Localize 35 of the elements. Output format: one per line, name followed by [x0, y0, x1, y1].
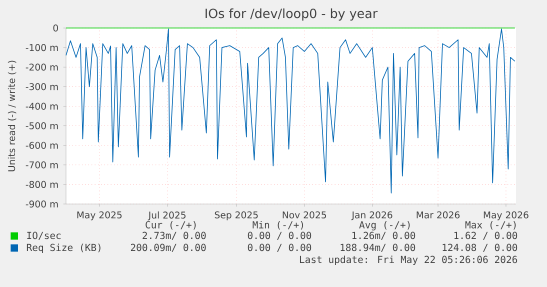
- text: 1.62 / 0.00: [454, 232, 518, 240]
- text: Max (-/+): [465, 220, 516, 230]
- y-tick-label: -700 m: [26, 161, 58, 168]
- text: 188.94m/ 0.00: [340, 244, 416, 252]
- text: Avg (-/+): [359, 220, 410, 230]
- line-series: [66, 28, 516, 194]
- chart-title: IOs for /dev/loop0 - by year: [206, 8, 378, 21]
- x-tick-label: Jul 2025: [148, 211, 186, 220]
- y-tick-label: -400 m: [26, 102, 58, 110]
- y-tick-label: -800 m: [26, 180, 58, 188]
- legend-label: IO/sec: [27, 232, 61, 240]
- text: Last update: Fri May 22 05:26:06 2026: [300, 256, 518, 266]
- text: 0.00 / 0.00: [248, 244, 312, 252]
- x-tick-label: May 2026: [484, 211, 528, 220]
- text: 1.26m/ 0.00: [352, 232, 416, 240]
- x-tick-label: Jan 2026: [351, 211, 392, 220]
- text: 200.09m/ 0.00: [130, 244, 206, 252]
- text: Cur (-/+): [146, 220, 196, 230]
- y-tick-label: -100 m: [26, 44, 58, 52]
- text: 124.08 / 0.00: [442, 244, 518, 252]
- y-tick-label: -900 m: [26, 200, 58, 208]
- y-tick-label: -200 m: [26, 64, 58, 71]
- x-tick-label: May 2025: [77, 211, 122, 220]
- y-tick-label: -300 m: [26, 83, 58, 90]
- y-tick-label: -500 m: [26, 122, 58, 130]
- x-tick-label: Mar 2026: [416, 211, 460, 218]
- legend-label: Req Size (KB): [26, 244, 100, 254]
- y-axis-title: Units read (-) / write (+): [8, 60, 16, 172]
- text: 2.73m/ 0.00: [142, 232, 206, 240]
- text: Min (-/+): [252, 220, 304, 230]
- x-tick-label: Nov 2025: [282, 211, 326, 218]
- x-tick-label: Sep 2025: [214, 211, 258, 220]
- y-tick-label: 0: [53, 24, 58, 32]
- y-tick-label: -600 m: [26, 142, 58, 149]
- text: 0.00 / 0.00: [248, 232, 312, 240]
